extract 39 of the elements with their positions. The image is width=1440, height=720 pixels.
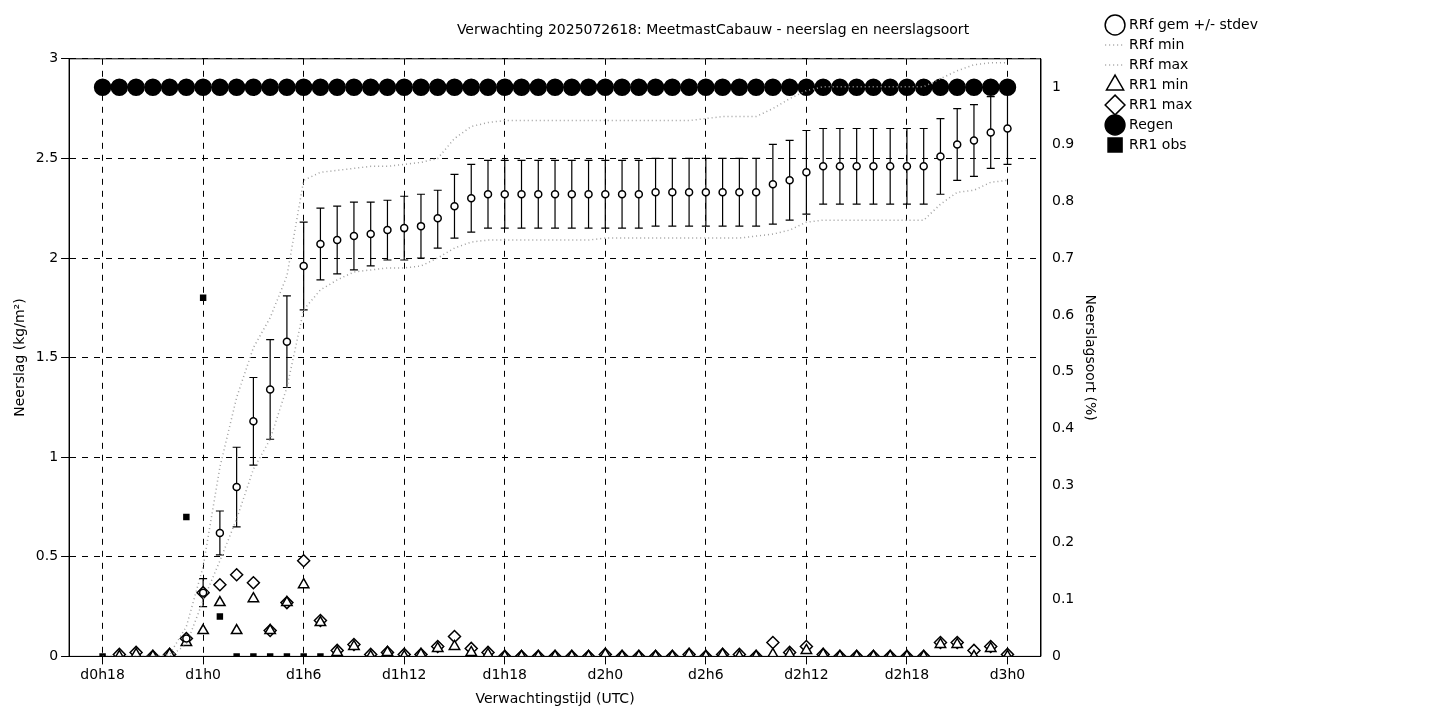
y-tick-label: 1.5 [35, 348, 59, 365]
x-tick-label: d2h6 [688, 666, 724, 683]
legend-label: RR1 max [1129, 95, 1193, 112]
x-axis-title: Verwachtingstijd (UTC) [475, 690, 635, 707]
legend-label: RRf min [1129, 35, 1185, 52]
x-tick-label: d2h18 [884, 666, 930, 683]
y2-tick-label: 0.4 [1052, 419, 1075, 436]
y2-tick-label: 0.3 [1052, 476, 1075, 493]
chart-title: Verwachting 2025072618: MeetmastCabauw - neerslag en neerslagsoort [456, 21, 970, 38]
y-tick-label: 1 [49, 447, 59, 464]
y-tick-label: 2 [49, 248, 59, 265]
y2-tick-label: 0.8 [1052, 191, 1075, 208]
y2-tick-label: 0.7 [1052, 248, 1075, 265]
x-tick-label: d2h0 [587, 666, 624, 683]
legend-label: RR1 min [1129, 75, 1189, 92]
y-tick-label: 0.5 [35, 547, 59, 564]
y-tick-label: 3 [49, 49, 59, 66]
y2-tick-label: 0.5 [1052, 362, 1075, 379]
y-axis-title: Neerslag (kg/m²) [11, 298, 28, 417]
y2-tick-label: 0.9 [1052, 134, 1075, 151]
y2-tick-label: 0.2 [1052, 533, 1075, 550]
x-tick-label: d2h12 [784, 666, 829, 683]
y2-axis-title: Neerslagsoort (%) [1083, 294, 1100, 421]
x-tick-label: d1h6 [285, 666, 322, 683]
y-tick-label: 0 [49, 647, 59, 664]
y2-tick-label: 0.1 [1052, 590, 1075, 607]
x-tick-label: d1h12 [381, 666, 427, 683]
x-tick-label: d1h18 [482, 666, 527, 683]
legend-label: Regen [1129, 115, 1174, 132]
legend-label: RRf gem +/- stdev [1129, 15, 1259, 32]
y2-tick-label: 0.6 [1052, 305, 1075, 322]
y-tick-label: 2.5 [35, 149, 59, 166]
legend-label: RRf max [1129, 55, 1189, 72]
y2-tick-label: 1 [1052, 77, 1061, 94]
x-tick-label: d0h18 [80, 666, 125, 683]
x-tick-label: d3h0 [989, 666, 1026, 683]
legend-label: RR1 obs [1129, 135, 1187, 152]
x-tick-label: d1h0 [185, 666, 221, 683]
y2-tick-label: 0 [1052, 647, 1061, 664]
